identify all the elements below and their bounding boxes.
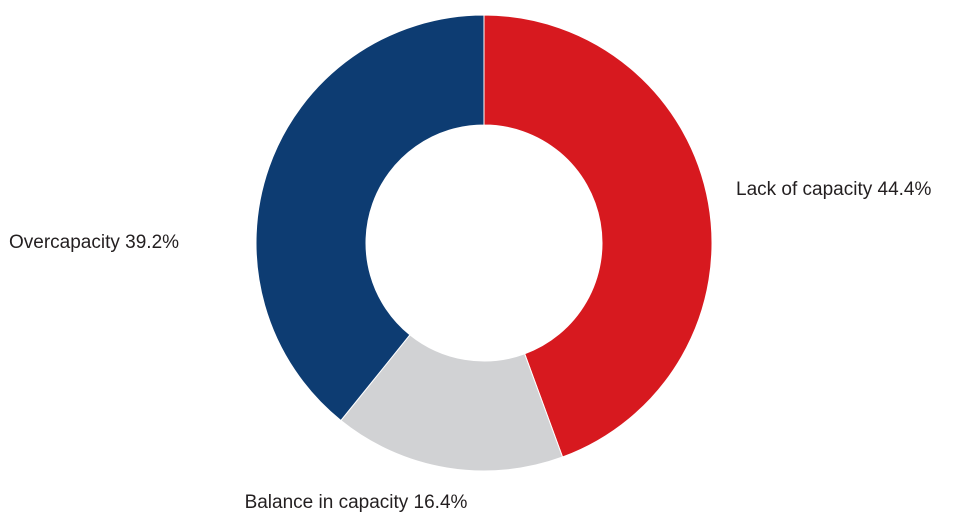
slice-overcapacity <box>255 14 485 422</box>
donut-slices <box>255 14 713 472</box>
slice-labels: Lack of capacity 44.4% Balance in capaci… <box>9 179 931 513</box>
slice-label-lack-of-capacity: Lack of capacity 44.4% <box>736 179 931 200</box>
slice-lack-of-capacity <box>483 14 713 458</box>
slice-balance-in-capacity <box>340 334 564 472</box>
slice-label-balance-in-capacity: Balance in capacity 16.4% <box>245 492 468 513</box>
slice-label-overcapacity: Overcapacity 39.2% <box>9 232 179 253</box>
